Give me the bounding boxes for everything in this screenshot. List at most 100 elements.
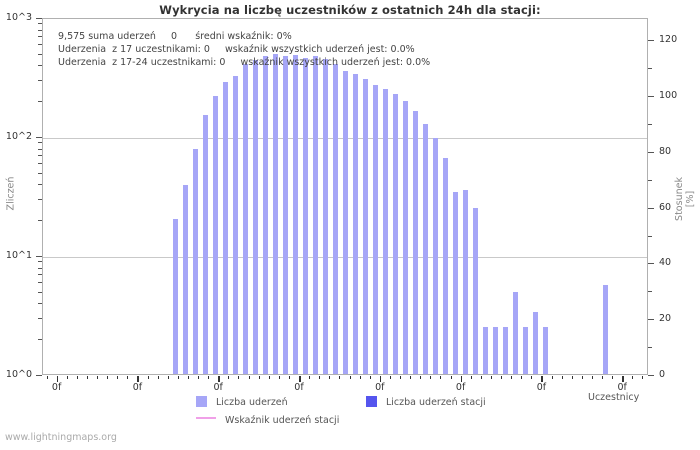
x-tick-major <box>541 376 543 382</box>
x-tick-minor <box>329 376 331 379</box>
x-tick-minor <box>480 376 482 379</box>
x-tick-minor <box>147 376 149 379</box>
y-tick-label: 10^1 <box>5 250 32 261</box>
bar <box>423 124 428 374</box>
x-tick-minor <box>581 376 583 379</box>
y2-tick-major <box>648 40 654 42</box>
x-tick-minor <box>228 376 230 379</box>
x-tick-minor <box>157 376 159 379</box>
x-tick-minor <box>612 376 614 379</box>
y-tick-major <box>36 256 42 257</box>
x-tick-minor <box>208 376 210 379</box>
y2-tick-label: 100 <box>659 90 678 102</box>
y2-tick-major <box>648 263 654 265</box>
x-tick-minor <box>389 376 391 379</box>
x-tick-label: 0f <box>617 382 627 393</box>
bar <box>363 79 368 374</box>
annotation-line-2: Uderzenia z 17 uczestnikami: 0 wskaźnik … <box>58 44 415 56</box>
x-tick-minor <box>561 376 563 379</box>
x-tick-major <box>460 376 463 382</box>
legend-swatch-icon <box>196 396 207 407</box>
y-tick-label: 10^0 <box>5 369 32 380</box>
bar <box>543 326 548 374</box>
legend-line-icon <box>196 417 216 419</box>
y-tick-minor <box>38 282 42 284</box>
x-tick-minor <box>642 376 644 379</box>
bar <box>473 208 478 374</box>
y-tick-minor <box>38 172 42 174</box>
annotation-line-3: Uderzenia z 17-24 uczestnikami: 0 wskaźn… <box>58 57 431 69</box>
y2-tick-minor <box>648 291 652 293</box>
bar <box>253 60 258 374</box>
y2-tick-major <box>648 207 654 209</box>
bar <box>273 54 278 374</box>
y-tick-major <box>36 137 42 138</box>
x-tick-minor <box>309 376 311 379</box>
y-tick-minor <box>38 267 42 269</box>
x-tick-minor <box>248 376 250 379</box>
x-tick-minor <box>268 376 270 379</box>
x-tick-minor <box>359 376 361 379</box>
x-tick-minor <box>420 376 422 379</box>
y-tick-minor <box>38 142 42 144</box>
bar <box>523 326 528 374</box>
bar <box>203 115 208 374</box>
legend-item[interactable]: Liczba uderzeń stacji <box>366 390 486 409</box>
bar <box>333 63 338 374</box>
x-tick-label: 0f <box>536 382 547 393</box>
x-tick-minor <box>238 376 240 379</box>
y-tick-minor <box>38 36 42 38</box>
bar <box>503 326 508 374</box>
bar <box>283 56 288 374</box>
y2-tick-label: 0 <box>659 369 666 380</box>
x-tick-minor <box>400 376 401 379</box>
bar <box>483 326 488 374</box>
y2-tick-label: 40 <box>659 257 672 269</box>
legend-label: Wskaźnik uderzeń stacji <box>225 415 340 426</box>
y-tick-major <box>36 18 42 19</box>
legend-item[interactable]: Wskaźnik uderzeń stacji <box>196 408 339 427</box>
x-tick-minor <box>66 376 68 379</box>
x-tick-minor <box>440 376 442 379</box>
bar <box>493 326 498 374</box>
y2-tick-label: 20 <box>659 313 672 325</box>
x-tick-minor <box>258 376 260 379</box>
bar <box>453 191 458 374</box>
y-tick-label: 10^2 <box>5 131 32 142</box>
y-tick-minor <box>38 44 42 46</box>
bar <box>263 56 268 374</box>
legend-item[interactable]: Liczba uderzeń <box>196 390 288 409</box>
bar <box>443 158 448 374</box>
x-tick-minor <box>339 376 341 379</box>
x-tick-minor <box>410 376 412 379</box>
y2-tick-minor <box>648 235 652 237</box>
y2-tick-major <box>648 375 654 376</box>
y2-tick-minor <box>648 123 652 125</box>
y2-tick-label: 120 <box>659 34 678 46</box>
x-tick-minor <box>187 376 189 379</box>
x-tick-major <box>299 376 301 382</box>
x-tick-minor <box>430 376 432 379</box>
x-tick-minor <box>278 376 280 379</box>
y-tick-minor <box>38 65 42 67</box>
footer-url: www.lightningmaps.org <box>5 432 117 443</box>
x-tick-minor <box>501 376 502 379</box>
x-tick-minor <box>167 376 169 379</box>
bar <box>183 184 188 374</box>
x-tick-label: 0f <box>294 382 304 393</box>
legend-label: Liczba uderzeń <box>216 397 288 408</box>
bar <box>393 94 398 374</box>
x-tick-major <box>379 376 382 382</box>
legend-swatch-icon <box>366 396 377 407</box>
bar <box>413 111 418 374</box>
y2-tick-minor <box>648 68 652 70</box>
bar <box>223 81 228 374</box>
legend-label: Liczba uderzeń stacji <box>386 397 486 408</box>
plot-area <box>42 18 648 375</box>
y-tick-major <box>36 375 42 376</box>
y2-tick-label: 80 <box>659 145 672 157</box>
y-axis-right: 0 20 40 60 80 100 120 <box>648 0 700 450</box>
y-tick-label: 10^3 <box>5 12 32 23</box>
annotation-line-1: 9,575 suma uderzeń 0 średni wskaźnik: 0% <box>58 31 292 42</box>
bar <box>293 55 298 374</box>
